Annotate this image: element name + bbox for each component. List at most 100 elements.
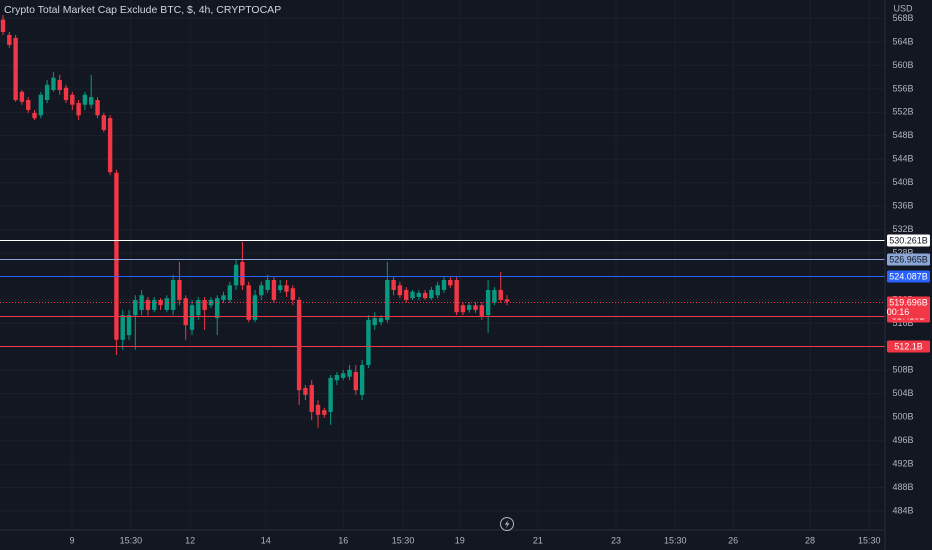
candle-body bbox=[290, 288, 296, 300]
y-tick-label: 516B bbox=[892, 318, 913, 328]
x-tick-label: 15:30 bbox=[664, 535, 687, 545]
y-tick-label: 504B bbox=[892, 388, 913, 398]
candle-body bbox=[202, 299, 207, 310]
candle-body bbox=[215, 298, 220, 319]
candle-body bbox=[315, 404, 321, 415]
candle-body bbox=[26, 100, 31, 110]
candle-body bbox=[485, 289, 491, 316]
icon-bolt[interactable] bbox=[504, 519, 510, 529]
x-tick-label: 9 bbox=[69, 535, 74, 545]
candle-body bbox=[57, 80, 62, 91]
candle-body bbox=[498, 289, 503, 300]
candle-body bbox=[296, 299, 302, 391]
candle-body bbox=[366, 319, 371, 366]
price-labels: 530.261B526.965B524.087B517.18B512.1B519… bbox=[887, 234, 930, 353]
y-tick-label: 540B bbox=[892, 177, 913, 187]
candle-body bbox=[284, 285, 289, 292]
price-label-box bbox=[887, 270, 930, 283]
y-tick-label: 496B bbox=[892, 435, 913, 445]
x-tick-label: 26 bbox=[728, 535, 738, 545]
candle-body bbox=[353, 372, 359, 391]
candle-body bbox=[460, 305, 466, 313]
x-tick-label: 16 bbox=[338, 535, 348, 545]
y-tick-label: 564B bbox=[892, 36, 913, 46]
y-tick-label: 532B bbox=[892, 224, 913, 234]
current-price-box bbox=[887, 296, 930, 319]
candle-body bbox=[13, 37, 18, 101]
candle-body bbox=[164, 298, 170, 310]
y-tick-label: 484B bbox=[892, 505, 913, 515]
price-label-box bbox=[887, 234, 930, 247]
icon-circle[interactable] bbox=[500, 517, 514, 531]
candle-body bbox=[479, 305, 485, 317]
price-label: 524.087B bbox=[889, 271, 928, 281]
candle-body bbox=[416, 292, 422, 298]
current-price-label: 519.696B bbox=[889, 297, 928, 307]
countdown-label: 00:16 bbox=[887, 307, 910, 317]
candle-body bbox=[114, 172, 119, 340]
replay-icon[interactable] bbox=[500, 517, 514, 531]
candle-body bbox=[95, 100, 100, 116]
y-tick-label: 508B bbox=[892, 365, 913, 375]
candle-body bbox=[359, 365, 365, 395]
candle-body bbox=[252, 295, 258, 320]
x-tick-label: 19 bbox=[455, 535, 465, 545]
candle-body bbox=[271, 280, 277, 300]
candle-body bbox=[227, 285, 233, 300]
candle-body bbox=[303, 387, 308, 395]
candle-body bbox=[233, 264, 239, 286]
y-tick-label: 548B bbox=[892, 130, 913, 140]
candle-body bbox=[126, 315, 132, 336]
candle-body bbox=[196, 299, 201, 316]
candle-body bbox=[7, 34, 12, 45]
candle-body bbox=[473, 305, 478, 310]
candle-body bbox=[183, 298, 188, 326]
candle-body bbox=[397, 285, 403, 296]
candle-body bbox=[170, 280, 176, 310]
price-label: 530.261B bbox=[889, 235, 928, 245]
candle-body bbox=[435, 285, 440, 296]
candle-body bbox=[19, 91, 25, 102]
candle-body bbox=[347, 369, 352, 377]
candle-body bbox=[391, 280, 396, 290]
candle-body bbox=[63, 87, 69, 101]
y-tick-label: 556B bbox=[892, 83, 913, 93]
candle-body bbox=[177, 280, 182, 300]
price-label-box bbox=[887, 340, 930, 353]
candle-body bbox=[429, 289, 434, 299]
candle-body bbox=[265, 280, 270, 290]
candle-body bbox=[0, 19, 6, 33]
candle-body bbox=[101, 115, 107, 130]
candle-body bbox=[467, 305, 472, 310]
candle-body bbox=[378, 318, 384, 323]
candle-body bbox=[120, 315, 125, 340]
x-tick-label: 14 bbox=[261, 535, 271, 545]
candle-body bbox=[448, 280, 453, 286]
y-tick-label: 536B bbox=[892, 201, 913, 211]
x-tick-label: 12 bbox=[185, 535, 195, 545]
candle-body bbox=[38, 94, 44, 116]
candle-body bbox=[152, 299, 157, 310]
candle-body bbox=[341, 373, 346, 378]
y-tick-label: 528B bbox=[892, 247, 913, 257]
candle-body bbox=[189, 305, 195, 330]
y-tick-label: 492B bbox=[892, 458, 913, 468]
candle-body bbox=[76, 102, 81, 116]
y-tick-label: 568B bbox=[892, 13, 913, 23]
candle-body bbox=[278, 285, 283, 290]
price-label-box bbox=[887, 253, 930, 266]
candle-body bbox=[492, 289, 497, 303]
y-tick-label: 500B bbox=[892, 412, 913, 422]
x-tick-label: 15:30 bbox=[120, 535, 143, 545]
price-label: 526.965B bbox=[889, 254, 928, 264]
y-tick-label: 552B bbox=[892, 107, 913, 117]
candle-body bbox=[259, 285, 264, 296]
candle-body bbox=[385, 280, 390, 320]
candle-body bbox=[82, 94, 88, 105]
price-label: 512.1B bbox=[894, 341, 923, 351]
candles bbox=[0, 15, 510, 428]
x-tick-label: 15:30 bbox=[858, 535, 881, 545]
candle-body bbox=[246, 285, 251, 320]
